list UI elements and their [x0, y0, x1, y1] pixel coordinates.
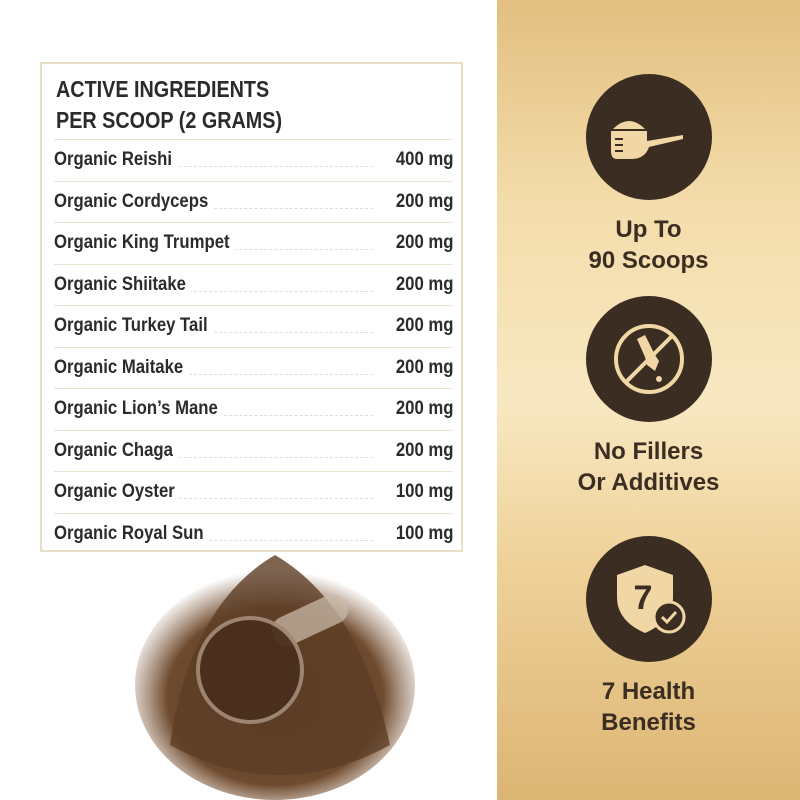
dotted-leader: [174, 290, 373, 292]
ingredient-row: Organic King Trumpet 200 mg: [54, 222, 453, 264]
dotted-leader: [174, 207, 373, 209]
ingredients-table: ACTIVE INGREDIENTS PER SCOOP (2 GRAMS) O…: [40, 62, 463, 552]
ingredient-name: Organic Reishi: [54, 149, 178, 172]
ingredient-amount: 200 mg: [391, 439, 453, 462]
dotted-leader: [174, 456, 373, 458]
feature-line: 7 Health: [601, 678, 696, 705]
ingredient-row: Organic Maitake 200 mg: [54, 346, 453, 389]
ingredient-amount: 200 mg: [391, 315, 453, 338]
ingredient-amount: 100 mg: [391, 522, 453, 545]
ingredient-amount: 400 mg: [391, 149, 453, 172]
dotted-leader: [174, 332, 373, 333]
table-title: ACTIVE INGREDIENTS PER SCOOP (2 GRAMS): [56, 74, 282, 136]
badge-number: 7: [633, 579, 652, 617]
ingredient-amount: 200 mg: [391, 356, 453, 379]
title-line-2: PER SCOOP (2 GRAMS): [56, 107, 283, 133]
dotted-leader: [174, 166, 373, 167]
ingredient-name: Organic Shiitake: [54, 273, 192, 296]
ingredient-rows: Organic Reishi 400 mg Organic Cordyceps 200…: [54, 139, 453, 554]
ingredient-name: Organic Royal Sun: [54, 522, 209, 545]
dotted-leader: [174, 539, 373, 541]
ingredient-amount: 200 mg: [391, 398, 453, 421]
ingredient-name: Organic King Trumpet: [54, 232, 235, 255]
dotted-leader: [174, 373, 373, 375]
ingredient-name: Organic Lion’s Mane: [54, 398, 224, 421]
dotted-leader: [174, 498, 373, 499]
ingredient-name: Organic Maitake: [54, 356, 189, 379]
ingredient-row: Organic Chaga 200 mg: [54, 429, 453, 472]
ingredient-row: Organic Royal Sun 100 mg: [54, 512, 453, 555]
shield-seven-check-icon: 7: [585, 536, 712, 662]
ingredient-amount: 200 mg: [391, 273, 453, 296]
feature-scoops: Up To 90 Scoops: [497, 74, 800, 276]
feature-line: Up To: [615, 216, 682, 243]
feature-line: Or Additives: [577, 469, 720, 496]
powder-scoop-image: [135, 555, 415, 800]
dotted-leader: [174, 415, 373, 416]
feature-no-fillers: No Fillers Or Additives: [497, 296, 800, 498]
ingredient-amount: 200 mg: [391, 190, 453, 213]
feature-line: Benefits: [601, 709, 696, 736]
ingredient-row: Organic Shiitake 200 mg: [54, 263, 453, 306]
ingredient-name: Organic Chaga: [54, 439, 179, 462]
ingredient-row: Organic Reishi 400 mg: [54, 139, 453, 181]
scoop-icon: [585, 74, 712, 200]
ingredient-amount: 200 mg: [391, 232, 453, 255]
no-dropper-icon: [585, 296, 712, 422]
ingredients-panel: ACTIVE INGREDIENTS PER SCOOP (2 GRAMS) O…: [40, 62, 463, 800]
dotted-leader: [174, 249, 373, 250]
feature-line: 90 Scoops: [588, 247, 709, 274]
feature-line: No Fillers: [593, 438, 704, 465]
ingredient-row: Organic Turkey Tail 200 mg: [54, 305, 453, 347]
features-panel: Up To 90 Scoops No Fillers Or Additives 7 …: [497, 0, 800, 800]
ingredient-row: Organic Lion’s Mane 200 mg: [54, 388, 453, 430]
title-line-1: ACTIVE INGREDIENTS: [56, 76, 270, 102]
ingredient-row: Organic Oyster 100 mg: [54, 471, 453, 513]
ingredient-name: Organic Oyster: [54, 481, 181, 504]
ingredient-amount: 100 mg: [391, 481, 453, 504]
feature-health-benefits: 7 7 Health Benefits: [497, 536, 800, 738]
ingredient-name: Organic Turkey Tail: [54, 315, 213, 338]
ingredient-name: Organic Cordyceps: [54, 190, 214, 213]
ingredient-row: Organic Cordyceps 200 mg: [54, 180, 453, 223]
